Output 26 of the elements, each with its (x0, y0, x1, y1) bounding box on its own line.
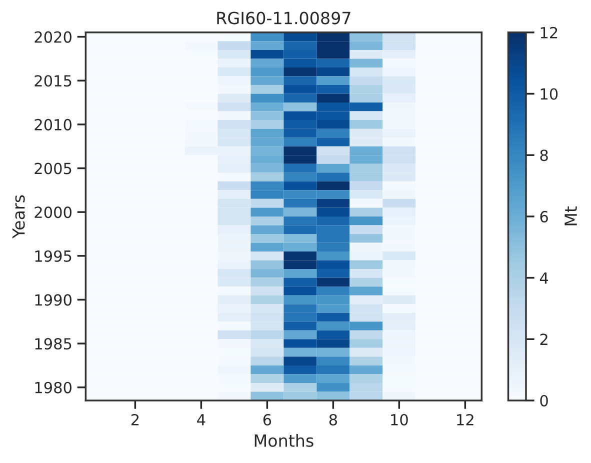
y-tick-label: 2020 (34, 31, 72, 43)
color-bar-label: 12 (540, 26, 558, 38)
y-tick-label: 1990 (35, 294, 72, 306)
y-tick-label: 1980 (35, 382, 72, 394)
color-bar-label: 10 (540, 88, 558, 100)
y-tick-label: 1985 (35, 338, 72, 350)
color-bar-title: Mt (564, 206, 577, 226)
color-bar-label: 8 (540, 150, 548, 162)
y-axis-title: Years (12, 195, 25, 238)
color-bar-label: 2 (540, 334, 548, 345)
x-tick-label: 12 (457, 414, 474, 426)
x-tick-label: 6 (263, 414, 272, 426)
color-bar-label: 0 (540, 394, 548, 407)
y-tick-label: 1995 (35, 250, 72, 262)
chart-title: RGI60-11.00897 (217, 12, 350, 24)
x-tick-label: 8 (329, 414, 337, 426)
color-bar-label: 4 (540, 272, 548, 284)
y-tick-label: 2015 (34, 75, 72, 87)
x-axis-title: Months (254, 434, 314, 447)
x-tick-label: 10 (391, 414, 408, 426)
x-tick-label: 4 (197, 414, 206, 426)
y-tick-label: 2005 (34, 162, 72, 174)
color-bar-label: 6 (540, 210, 548, 222)
y-tick-label: 2000 (34, 206, 72, 218)
x-tick-label: 2 (131, 414, 139, 426)
y-tick-label: 2010 (34, 118, 72, 130)
